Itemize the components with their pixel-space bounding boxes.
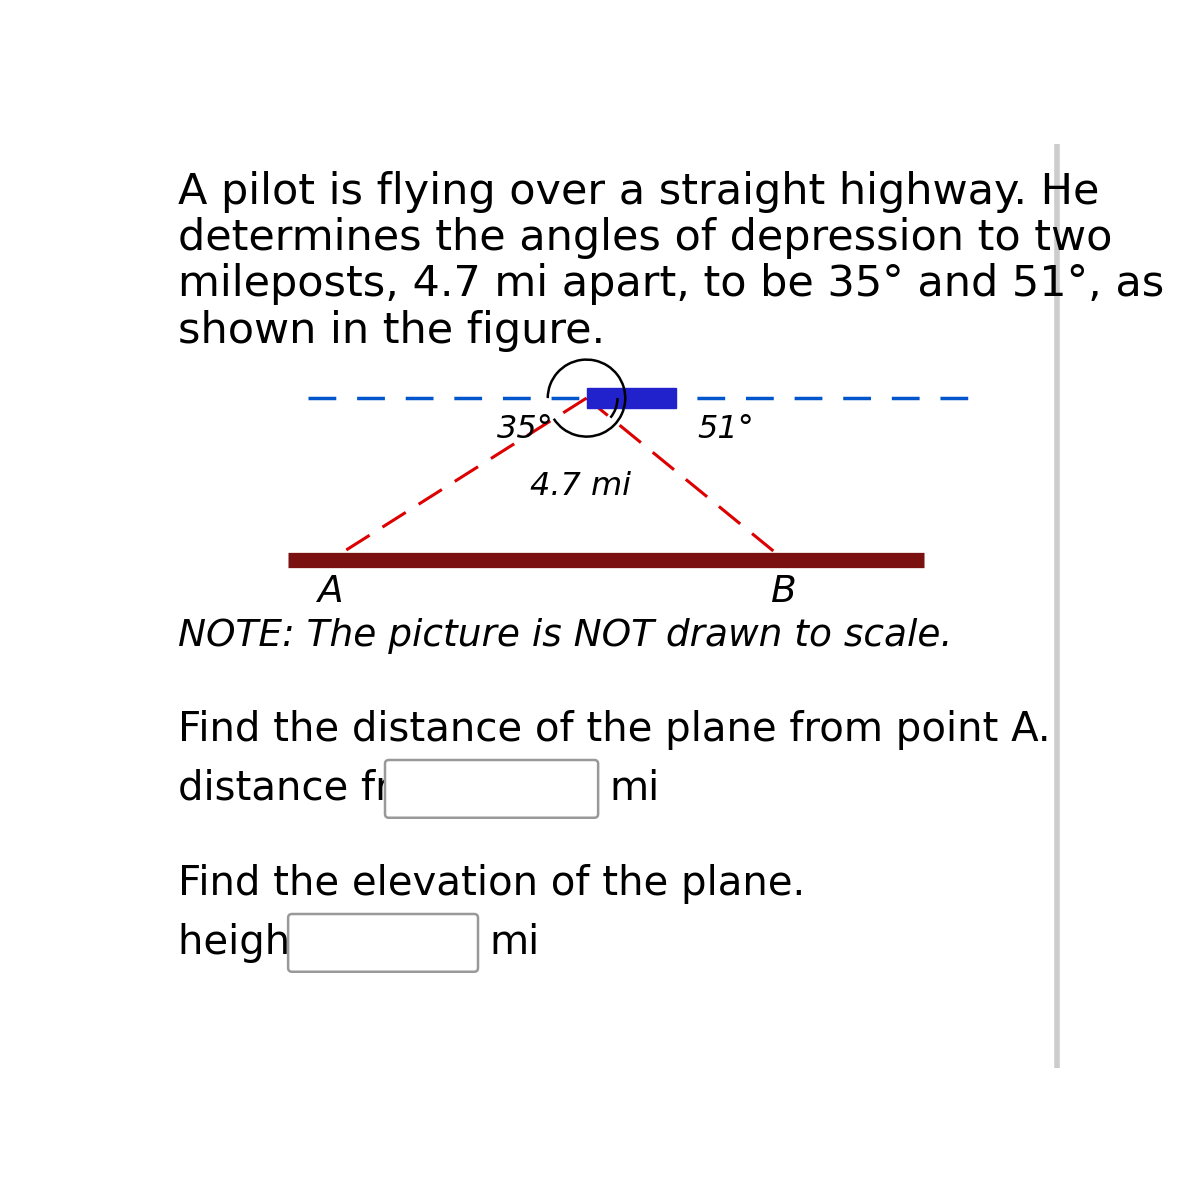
FancyBboxPatch shape <box>385 760 598 817</box>
Text: mi: mi <box>490 923 540 962</box>
FancyBboxPatch shape <box>586 388 675 408</box>
Text: mi: mi <box>610 769 660 809</box>
Text: shown in the figure.: shown in the figure. <box>178 310 605 352</box>
FancyBboxPatch shape <box>288 914 478 972</box>
Text: distance from A =: distance from A = <box>178 769 541 809</box>
Text: height =: height = <box>178 923 353 962</box>
Text: determines the angles of depression to two: determines the angles of depression to t… <box>178 217 1113 259</box>
Text: Find the elevation of the plane.: Find the elevation of the plane. <box>178 864 805 904</box>
Text: A: A <box>317 574 344 610</box>
Text: NOTE: The picture is NOT drawn to scale.: NOTE: The picture is NOT drawn to scale. <box>178 618 952 654</box>
Text: Find the distance of the plane from point A.: Find the distance of the plane from poin… <box>178 710 1051 750</box>
Text: 35°: 35° <box>497 414 554 444</box>
Text: mileposts, 4.7 mi apart, to be 35° and 51°, as: mileposts, 4.7 mi apart, to be 35° and 5… <box>178 263 1164 305</box>
Text: 4.7 mi: 4.7 mi <box>530 472 631 502</box>
Text: 51°: 51° <box>697 414 754 444</box>
Text: B: B <box>772 574 797 610</box>
Text: A pilot is flying over a straight highway. He: A pilot is flying over a straight highwa… <box>178 170 1100 212</box>
